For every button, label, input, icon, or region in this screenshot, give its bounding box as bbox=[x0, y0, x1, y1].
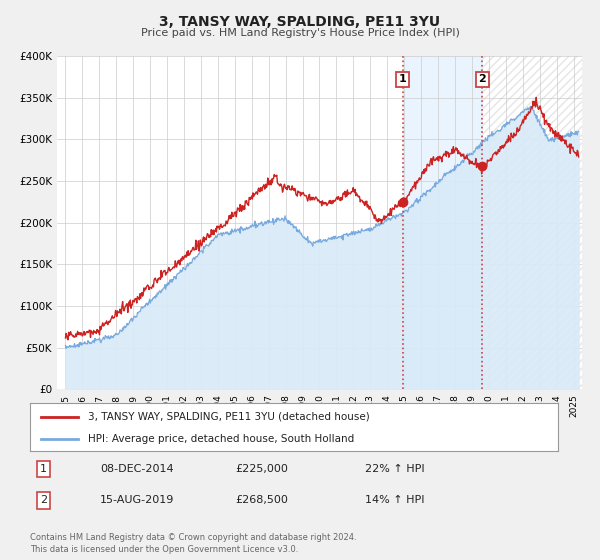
Text: 15-AUG-2019: 15-AUG-2019 bbox=[100, 496, 175, 506]
Text: £225,000: £225,000 bbox=[235, 464, 288, 474]
Text: Contains HM Land Registry data © Crown copyright and database right 2024.
This d: Contains HM Land Registry data © Crown c… bbox=[30, 533, 356, 554]
Text: 3, TANSY WAY, SPALDING, PE11 3YU (detached house): 3, TANSY WAY, SPALDING, PE11 3YU (detach… bbox=[88, 412, 370, 422]
Text: 1: 1 bbox=[40, 464, 47, 474]
Text: £268,500: £268,500 bbox=[235, 496, 288, 506]
Text: 08-DEC-2014: 08-DEC-2014 bbox=[100, 464, 174, 474]
Text: HPI: Average price, detached house, South Holland: HPI: Average price, detached house, Sout… bbox=[88, 434, 355, 444]
Text: 14% ↑ HPI: 14% ↑ HPI bbox=[365, 496, 424, 506]
Bar bbox=[403, 56, 482, 389]
Text: 22% ↑ HPI: 22% ↑ HPI bbox=[365, 464, 424, 474]
Text: Price paid vs. HM Land Registry's House Price Index (HPI): Price paid vs. HM Land Registry's House … bbox=[140, 28, 460, 38]
Text: 3, TANSY WAY, SPALDING, PE11 3YU: 3, TANSY WAY, SPALDING, PE11 3YU bbox=[160, 15, 440, 29]
Text: 1: 1 bbox=[399, 74, 407, 85]
Text: 2: 2 bbox=[479, 74, 486, 85]
Text: 2: 2 bbox=[40, 496, 47, 506]
